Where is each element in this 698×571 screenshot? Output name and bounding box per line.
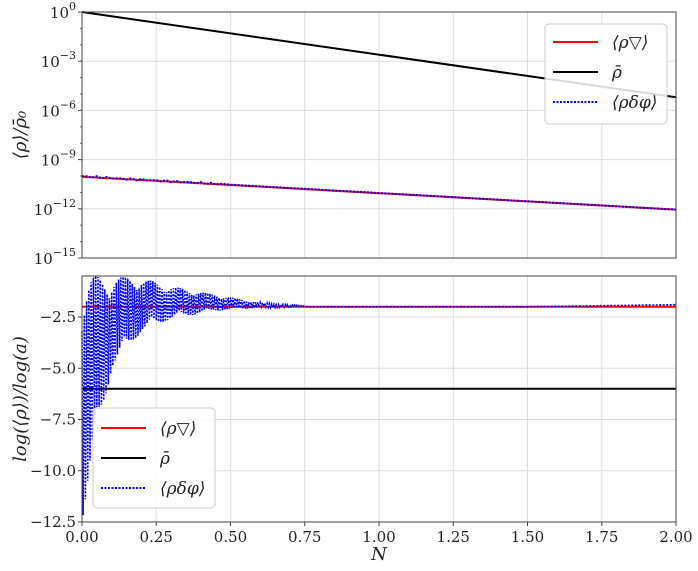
- plot-frame: [81, 11, 677, 259]
- legend-box: [92, 407, 216, 509]
- series-line: [81, 275, 676, 516]
- y-tick-label: −7.5: [40, 411, 76, 429]
- x-tick-label: 1.75: [585, 528, 618, 546]
- legend-label: ⟨ρδφ⟩: [160, 479, 205, 499]
- y-tick-label: −5.0: [40, 359, 76, 377]
- y-tick-label: 100: [50, 0, 76, 22]
- y-tick-label: 10−3: [41, 49, 76, 71]
- x-tick-label: 2.00: [659, 528, 692, 546]
- legend-label: ⟨ρ▽⟩: [160, 419, 196, 439]
- y-tick-label: 10−9: [41, 148, 76, 170]
- y-axis-label: log(⟨ρ⟩)/log(a): [10, 336, 31, 462]
- x-tick-label: 0.25: [140, 528, 173, 546]
- x-tick-label: 1.00: [362, 528, 395, 546]
- bottom-panel: 0.00 0.25 0.50 0.75 1.00 1.25 1.50 1.75 2.00 −2.5…: [10, 275, 693, 565]
- y-tick-label: −12.5: [30, 513, 76, 531]
- y-tick-label: 10−15: [34, 246, 76, 268]
- y-tick-label: 10−6: [41, 98, 76, 120]
- legend: ⟨ρ▽⟩ ρ̄ ⟨ρδφ⟩: [92, 407, 216, 509]
- y-tick-label: −10.0: [30, 462, 76, 480]
- x-tick-label: 1.25: [437, 528, 470, 546]
- series-line: [81, 175, 677, 211]
- x-axis-label: N: [370, 544, 388, 565]
- legend-label: ⟨ρδφ⟩: [612, 93, 657, 113]
- legend: ⟨ρ▽⟩ ρ̄ ⟨ρδφ⟩: [544, 23, 668, 125]
- y-tick-label: 10−12: [34, 197, 76, 219]
- legend-label: ρ̄: [159, 449, 170, 469]
- legend-box: [544, 23, 668, 125]
- x-tick-label: 0.75: [288, 528, 321, 546]
- top-panel: 10010−310−610−910−1210−15⟨ρ⟩/ρ̄₀⟨ρ▽⟩ρ̄⟨ρ…: [10, 0, 677, 268]
- x-tick-label: 0.00: [65, 528, 98, 546]
- legend-label: ρ̄: [611, 63, 622, 83]
- legend-label: ⟨ρ▽⟩: [612, 33, 648, 53]
- y-tick-label: −2.5: [40, 308, 76, 326]
- x-tick-label: 0.50: [214, 528, 247, 546]
- x-tick-label: 1.50: [511, 528, 544, 546]
- plot-frame: [81, 275, 677, 523]
- y-axis-label: ⟨ρ⟩/ρ̄₀: [10, 111, 31, 160]
